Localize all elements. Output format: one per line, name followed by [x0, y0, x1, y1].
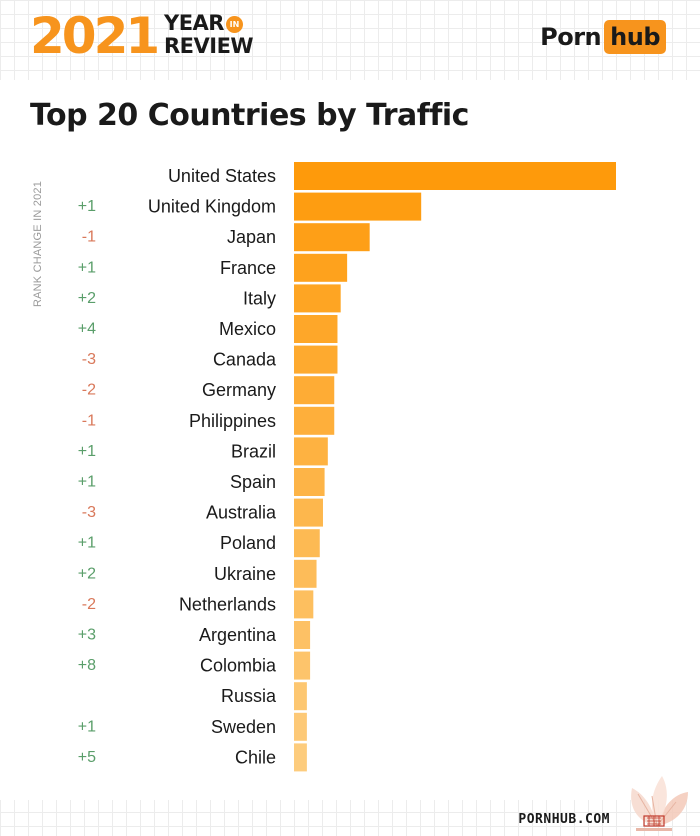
brand-logo-hub: hub	[604, 20, 666, 54]
chart-panel	[0, 80, 700, 800]
chart-title: Top 20 Countries by Traffic	[30, 98, 469, 133]
leaf-watermark-icon	[631, 776, 688, 831]
year-word: YEAR	[164, 11, 224, 35]
in-badge: IN	[225, 16, 243, 33]
year-in-review-logo: YEAR IN REVIEW	[164, 11, 254, 58]
year-logo: 2021	[30, 7, 160, 65]
footer-url: PORNHUB.COM	[518, 812, 610, 827]
rank-change-axis-label: RANK CHANGE IN 2021	[32, 180, 44, 308]
brand-logo: Porn hub	[540, 20, 666, 54]
brand-logo-porn: Porn	[540, 23, 602, 51]
review-word: REVIEW	[164, 34, 254, 58]
